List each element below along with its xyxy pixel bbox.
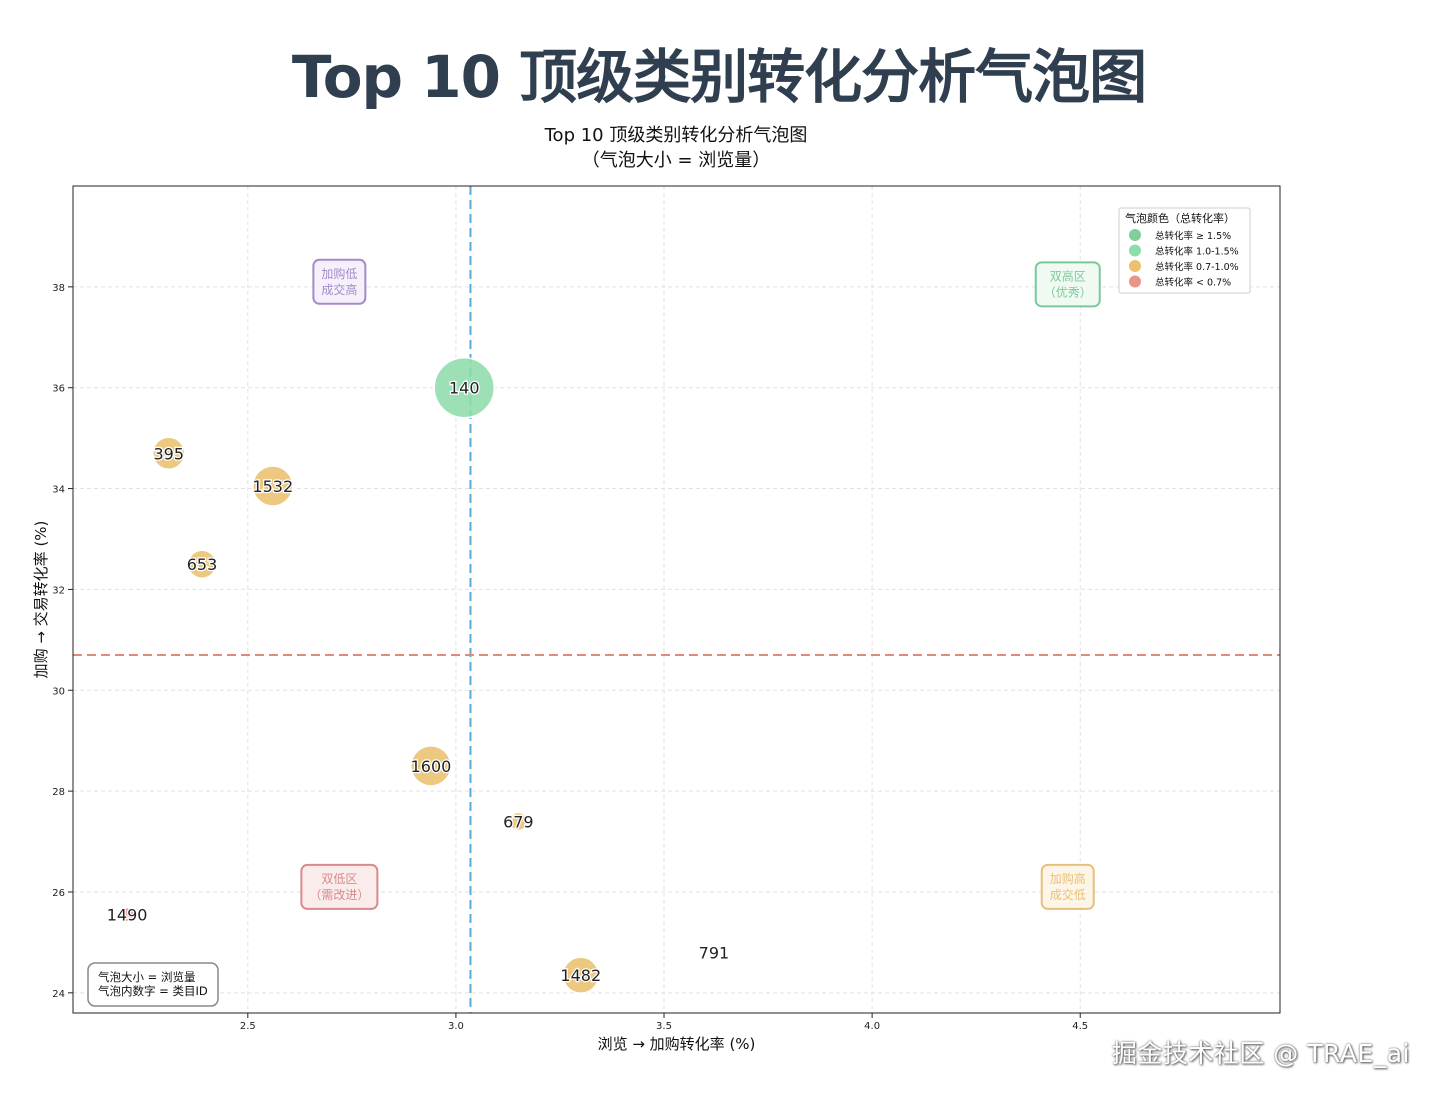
quadrant-box-1 xyxy=(1034,261,1101,308)
note-line: 气泡大小 = 浏览量 xyxy=(98,970,195,984)
quadrant-label-2: （需改进） xyxy=(309,888,369,902)
quadrant-box-0 xyxy=(312,258,367,305)
bubble-395 xyxy=(151,436,186,471)
quadrant-label-1: （优秀） xyxy=(1044,285,1092,299)
quadrant-label-3: 成交低 xyxy=(1050,887,1086,902)
plot-frame xyxy=(72,185,1281,1014)
bubble-679 xyxy=(508,811,529,832)
y-tick-label: 24 xyxy=(52,989,65,1000)
bubble-label-1600: 1600 xyxy=(411,757,452,776)
y-tick-label: 38 xyxy=(52,283,65,294)
legend-marker xyxy=(1129,244,1141,257)
axes: 2.5 3.0 3.5 4.0 4.5 24 26 28 30 32 34 36 38 浏览 → 加购转化… xyxy=(32,185,1281,1053)
legend-entry-label: 总转化率 0.7-1.0% xyxy=(1155,261,1239,273)
y-tick-label: 30 xyxy=(52,686,65,697)
bubble-label-1490: 1490 xyxy=(107,906,148,925)
page-title: Top 10 顶级类别转化分析气泡图 xyxy=(291,43,1147,111)
legend-entry-label: 总转化率 1.0-1.5% xyxy=(1155,246,1239,258)
bubble-1482 xyxy=(562,956,600,994)
legend-marker xyxy=(1129,260,1141,272)
bubble-label-140: 140 xyxy=(449,379,480,398)
quadrant-box-2 xyxy=(300,863,379,910)
chart-title: Top 10 顶级类别转化分析气泡图 xyxy=(544,125,808,146)
quadrant-label-2: 双低区 xyxy=(321,872,357,886)
grid-layer xyxy=(73,186,1280,1013)
quadrant-label-1: 双高区 xyxy=(1050,268,1086,283)
quadrant-label-0: 成交高 xyxy=(321,282,357,297)
legend-entry-label: 总转化率 < 0.7% xyxy=(1155,277,1231,289)
note-box xyxy=(87,962,219,1007)
x-tick-label: 3.5 xyxy=(656,1021,672,1032)
bubble-label-1532: 1532 xyxy=(252,477,293,496)
x-tick-label: 4.5 xyxy=(1072,1021,1088,1032)
legend-box xyxy=(1118,207,1251,294)
reference-lines xyxy=(73,186,1280,1013)
bubble-1490 xyxy=(119,906,135,923)
x-tick-label: 2.5 xyxy=(240,1021,256,1032)
bubble-1532 xyxy=(252,465,294,507)
bubble-label-791: 791 xyxy=(699,943,730,962)
quadrant-label-0: 加购低 xyxy=(321,266,357,281)
y-tick-label: 34 xyxy=(52,485,65,496)
bubble-140 xyxy=(433,356,495,419)
bubble-1600 xyxy=(410,745,452,787)
bubble-label-653: 653 xyxy=(187,555,218,574)
bubble-653 xyxy=(187,549,217,579)
bubble-label-679: 679 xyxy=(503,812,534,831)
y-axis-label: 加购 → 交易转化率 (%) xyxy=(32,521,50,679)
bubble-label-1482: 1482 xyxy=(560,966,601,985)
legend-marker xyxy=(1129,275,1141,288)
note-line: 气泡内数字 = 类目ID xyxy=(98,984,208,998)
quadrant-label-3: 加购高 xyxy=(1050,871,1086,886)
y-tick-label: 28 xyxy=(52,787,65,798)
bubbles: 140 395 1532 653 1600 679 1490 1482 791 xyxy=(105,356,730,994)
chart-subtitle: （气泡大小 = 浏览量） xyxy=(581,150,771,171)
y-tick-label: 36 xyxy=(52,384,65,395)
bubble-label-395: 395 xyxy=(153,444,184,463)
y-tick-label: 32 xyxy=(52,585,65,596)
legend-entry-label: 总转化率 ≥ 1.5% xyxy=(1155,230,1231,242)
y-tick-label: 26 xyxy=(52,888,65,899)
quadrant-box-3 xyxy=(1040,863,1095,910)
x-tick-label: 3.0 xyxy=(448,1021,464,1032)
watermark: 掘金技术社区 @ TRAE_ai xyxy=(1111,1039,1410,1068)
x-tick-label: 4.0 xyxy=(864,1021,880,1032)
legend-title: 气泡颜色（总转化率） xyxy=(1125,211,1235,225)
x-axis-label: 浏览 → 加购转化率 (%) xyxy=(598,1035,756,1053)
legend-marker xyxy=(1129,229,1141,241)
